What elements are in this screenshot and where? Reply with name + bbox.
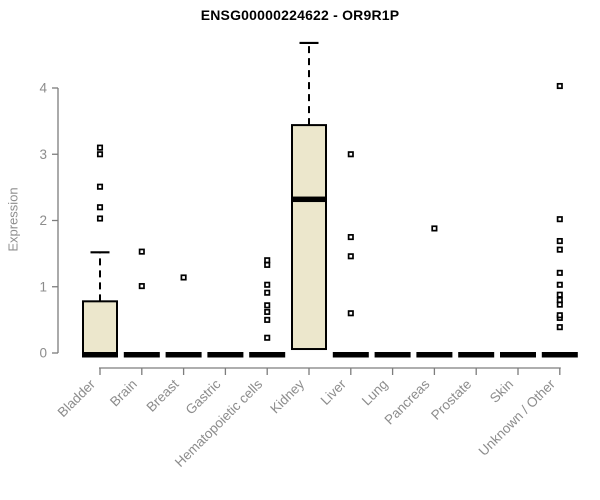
outlier-point xyxy=(347,310,354,317)
outlier-point xyxy=(556,301,563,308)
x-tick-label-breast: Breast xyxy=(144,376,182,414)
y-tick-label: 1 xyxy=(39,279,47,294)
outlier-point xyxy=(96,183,104,190)
box-group-unknown-other xyxy=(541,82,578,358)
box-group-brain xyxy=(123,248,160,358)
y-tick-label: 0 xyxy=(39,346,47,361)
median-line xyxy=(458,352,495,358)
outlier-point xyxy=(556,296,563,304)
box xyxy=(82,300,118,355)
outlier-point xyxy=(96,144,104,151)
box-group-gastric xyxy=(207,352,244,358)
box-group-lung xyxy=(374,352,411,358)
box xyxy=(291,124,327,351)
outlier-point xyxy=(264,281,271,288)
median-line xyxy=(123,352,160,358)
y-tick-label: 3 xyxy=(39,147,47,162)
outlier-point xyxy=(264,257,271,264)
box-group-pancreas xyxy=(416,225,453,358)
median-line xyxy=(541,352,578,358)
outlier-point xyxy=(138,283,145,290)
outlier-point xyxy=(138,248,145,255)
median-line xyxy=(82,352,118,358)
outlier-point xyxy=(431,225,438,232)
box-group-bladder xyxy=(82,144,118,358)
outlier-point xyxy=(556,246,563,253)
y-tick-label: 4 xyxy=(39,81,47,96)
x-tick-label-gastric: Gastric xyxy=(183,376,224,417)
y-tick-label: 2 xyxy=(39,213,47,228)
outlier-point xyxy=(347,151,354,158)
outlier-point xyxy=(347,253,354,260)
box-group-kidney xyxy=(291,41,327,351)
median-line xyxy=(332,352,369,358)
outlier-point xyxy=(556,291,563,298)
outlier-point xyxy=(556,281,563,288)
outlier-point xyxy=(556,312,563,319)
outlier-point xyxy=(264,261,271,268)
outlier-point xyxy=(96,204,104,211)
box-group-liver xyxy=(332,151,369,358)
outlier-point xyxy=(264,289,271,296)
median-line xyxy=(249,352,286,358)
box-group-breast xyxy=(165,274,202,358)
outlier-point xyxy=(264,302,271,309)
outlier-point xyxy=(556,324,563,331)
box-group-hematopoietic-cells xyxy=(249,257,286,358)
x-tick-label-lung: Lung xyxy=(359,377,391,409)
box-group-prostate xyxy=(458,352,495,358)
outlier-point xyxy=(347,234,354,241)
outlier-point xyxy=(264,316,271,323)
outlier-point xyxy=(264,308,271,315)
outlier-point xyxy=(96,151,104,158)
x-tick-label-brain: Brain xyxy=(107,377,140,410)
x-tick-label-liver: Liver xyxy=(318,376,350,408)
x-tick-label-unknown-other: Unknown / Other xyxy=(476,376,559,459)
box-group-skin xyxy=(500,352,536,358)
outlier-point xyxy=(180,274,187,281)
x-tick-label-kidney: Kidney xyxy=(267,376,307,416)
outlier-point xyxy=(556,216,563,223)
median-line xyxy=(374,352,411,358)
outlier-point xyxy=(556,237,563,245)
median-line xyxy=(291,196,327,203)
outlier-point xyxy=(96,215,104,222)
y-axis: 0 1 2 3 4 xyxy=(39,81,59,361)
x-tick-label-skin: Skin xyxy=(487,377,516,406)
x-tick-label-prostate: Prostate xyxy=(428,377,474,423)
outlier-point xyxy=(264,334,271,341)
x-tick-label-pancreas: Pancreas xyxy=(382,376,433,427)
outlier-point xyxy=(556,82,563,90)
median-line xyxy=(165,352,202,358)
median-line xyxy=(416,352,453,358)
median-line xyxy=(207,352,244,358)
outlier-point xyxy=(556,269,563,276)
x-tick-label-bladder: Bladder xyxy=(55,376,99,420)
median-line xyxy=(500,352,536,358)
chart-title: ENSG00000224622 - OR9R1P xyxy=(200,7,400,23)
